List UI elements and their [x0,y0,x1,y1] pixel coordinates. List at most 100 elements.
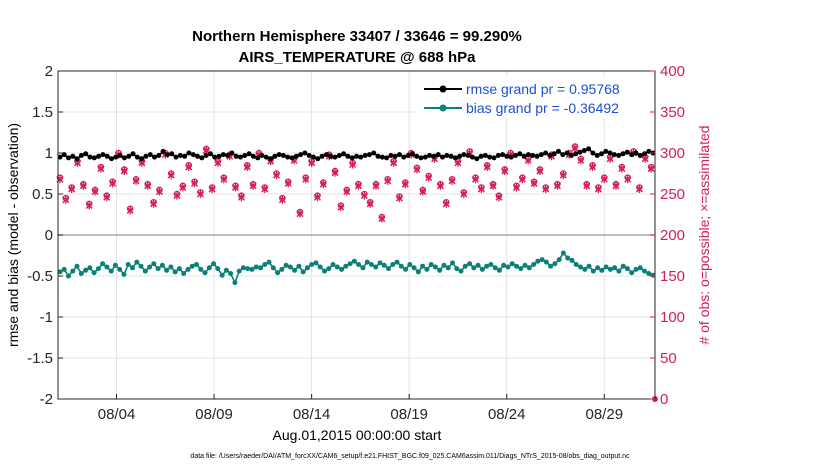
bias-point [386,266,391,272]
rmse-point [556,148,561,154]
bias-point [394,259,400,265]
rmse-point [573,151,579,157]
bias-point [565,255,571,261]
rmse-point [109,156,114,162]
obs-assimilated-marker [471,175,480,184]
bias-point [253,264,259,270]
x-tick-label: 08/04 [98,406,136,423]
bias-point [61,266,67,272]
rmse-point [74,156,80,162]
obs-assimilated-marker [600,175,608,184]
rmse-point [143,153,149,159]
rmse-point [607,150,613,156]
legend-rmse-label: rmse grand pr = 0.95768 [466,81,620,97]
obs-assimilated-marker [594,185,602,194]
rmse-point [568,153,574,158]
rmse-point [332,154,338,160]
rmse-point [616,153,622,158]
bias-point [219,272,225,278]
rmse-point [397,152,402,158]
bias-point [185,266,191,272]
rmse-point [195,153,200,159]
bias-point [633,266,639,272]
bias-point [270,265,276,271]
bias-point [172,269,178,275]
rmse-point [427,153,433,158]
bias-point [356,262,362,267]
bias-point [552,261,558,267]
bias-point [582,266,588,272]
rmse-point [487,154,493,160]
x-axis-ticks: 08/04 08/09 08/14 08/19 08/24 08/29 [98,394,623,423]
rmse-point [461,152,467,158]
bias-point [117,266,123,272]
obs-assimilated-marker [68,185,76,194]
rmse-point [474,156,480,162]
rmse-point [543,150,549,156]
bias-point [296,263,302,269]
obs-assimilated-marker [308,158,316,167]
bias-point [373,264,379,270]
bias-point [646,271,652,276]
right-tick-label: 350 [660,104,685,121]
rmse-point [431,153,437,159]
bias-point [377,260,383,266]
bias-point [112,262,118,268]
bias-point [624,266,630,272]
rmse-point [289,155,295,161]
bias-point [159,262,165,268]
obs-assimilated-marker [495,193,503,202]
x-tick-label: 08/09 [195,406,233,423]
obs-assimilated-marker [191,179,199,188]
series-lines [57,146,656,286]
obs-assimilated-marker [618,164,626,173]
bias-point [475,262,481,268]
obs-assimilated-marker [436,181,444,190]
rmse-point [276,152,282,158]
bias-point [91,270,97,276]
rmse-point [341,151,347,157]
bias-point [279,266,285,272]
rmse-point [319,153,325,159]
bias-point [334,264,340,270]
rmse-point [495,153,501,158]
obs-assimilated-marker [319,180,327,189]
obs-assimilated-marker [155,187,163,196]
rmse-point [177,153,183,158]
bias-point [155,266,161,272]
obs-assimilated-marker [261,185,269,194]
bias-point [317,264,323,270]
bias-point [104,264,110,270]
plot-area [56,70,658,402]
rmse-point [186,150,192,156]
obs-assimilated-marker [390,158,398,167]
left-tick-label: 1.5 [32,104,53,121]
rmse-point [263,154,269,160]
bias-point [467,261,473,267]
bias-point [343,263,349,269]
bias-point [330,262,336,267]
bias-point [322,268,327,274]
bias-point [347,261,353,267]
left-tick-label: 0 [45,227,53,244]
obs-assimilated-marker [384,176,392,185]
left-tick-label: 1 [45,145,53,162]
bias-point [492,265,498,271]
bias-point [168,264,174,270]
bias-point [223,267,229,273]
obs-assimilated-marker [571,144,579,153]
right-tick-label: 50 [660,350,677,367]
left-tick-label: 2 [45,63,53,80]
rmse-point [259,153,265,158]
rmse-point [323,152,329,158]
obs-assimilated-marker [354,181,362,190]
bias-point [471,265,477,271]
obs-assimilated-marker [249,181,257,190]
bias-point [390,262,396,267]
bias-point [351,258,357,264]
bias-point [262,262,268,267]
rmse-point [250,153,256,159]
obs-assimilated-marker [372,181,380,190]
bias-point [488,262,494,267]
bias-point [181,271,187,276]
